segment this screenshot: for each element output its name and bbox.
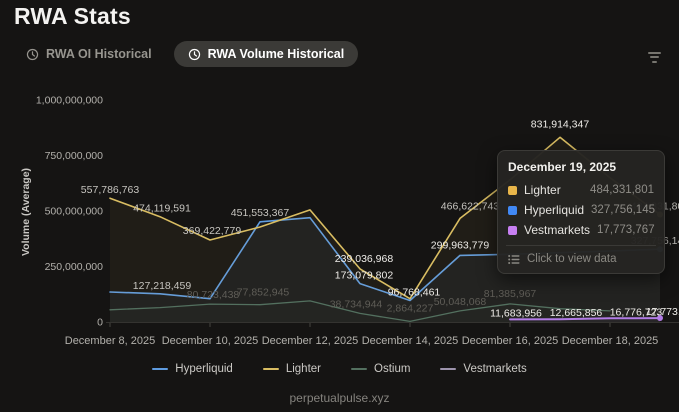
data-label-hyperliquid: 127,218,459: [133, 280, 192, 292]
series-color-swatch: [508, 225, 517, 235]
data-label-ostium: 81,385,967: [484, 288, 537, 300]
y-tick-label: 250,000,000: [45, 261, 104, 273]
data-label-lighter: 239,036,968: [335, 253, 394, 265]
legend-line-swatch: [351, 368, 367, 370]
series-line-vestmarkets: [509, 317, 661, 321]
legend-label: Vestmarkets: [463, 363, 527, 375]
tooltip-series-name: Vestmarkets: [524, 223, 591, 237]
series-area-hyperliquid: [110, 217, 660, 322]
hover-point-vestmarkets: [657, 315, 663, 322]
data-label-vestmarkets: 12,665,856: [550, 307, 603, 319]
data-label-lighter: 831,914,347: [531, 118, 590, 130]
tooltip-row-vestmarkets: Vestmarkets 17,773,767: [508, 223, 655, 237]
tooltip-row-hyperliquid: Hyperliquid 327,756,145: [508, 203, 655, 217]
footer-link[interactable]: perpetualpulse.xyz: [289, 391, 390, 405]
history-clock-icon: [188, 48, 200, 60]
tab-label: RWA OI Historical: [46, 47, 152, 61]
tab-label: RWA Volume Historical: [207, 47, 345, 61]
tooltip-rows: Lighter 484,331,801 Hyperliquid 327,756,145…: [508, 183, 655, 237]
tooltip-series-value: 484,331,801: [590, 184, 654, 196]
tooltip-action-label: Click to view data: [527, 253, 617, 265]
data-label-lighter: 369,422,779: [183, 225, 242, 237]
tab-rwa-volume-historical[interactable]: RWA Volume Historical: [173, 41, 359, 67]
chart-tooltip: December 19, 2025 Lighter 484,331,801 Hype…: [497, 150, 665, 274]
tooltip-divider: [506, 245, 656, 246]
tab-bar: RWA OI Historical RWA Volume Historical: [12, 41, 359, 67]
data-label-hyperliquid: 173,079,802: [335, 270, 394, 282]
legend-line-swatch: [440, 368, 457, 370]
x-tick-label: December 16, 2025: [462, 335, 559, 347]
legend-item-ostium[interactable]: Ostium: [351, 363, 410, 375]
data-label-lighter: 466,622,743: [441, 200, 500, 212]
tooltip-date: December 19, 2025: [508, 160, 617, 174]
legend-label: Hyperliquid: [175, 363, 233, 375]
series-color-swatch: [508, 205, 517, 215]
data-label-hyperliquid: 451,553,367: [231, 207, 290, 219]
x-tick-label: December 8, 2025: [65, 335, 156, 347]
series-line-ostium: [109, 300, 611, 323]
data-label-ostium: 2,864,227: [387, 302, 434, 314]
data-label-vestmarkets: 16,776,723: [610, 306, 663, 318]
tooltip-series-name: Lighter: [524, 183, 561, 197]
tooltip-series-value: 17,773,767: [597, 224, 655, 236]
page-title: RWA Stats: [14, 3, 131, 29]
tooltip-series-value: 327,756,145: [591, 204, 655, 216]
x-tick-label: December 14, 2025: [362, 335, 459, 347]
legend-label: Lighter: [285, 363, 321, 375]
legend-item-vestmarkets[interactable]: Vestmarkets: [440, 363, 527, 375]
x-tick-label: December 10, 2025: [162, 335, 259, 347]
data-label-ostium: 77,852,945: [237, 287, 290, 299]
series-line-lighter: [109, 136, 661, 300]
legend-label: Ostium: [374, 363, 411, 375]
data-label-hyperliquid: 96,768,461: [388, 287, 441, 299]
series-color-swatch: [508, 185, 517, 195]
data-label-hyperliquid: 299,963,779: [431, 239, 490, 251]
chart-legend: Hyperliquid Lighter Ostium Vestmarkets: [0, 363, 679, 375]
data-label-ostium: 50,048,068: [434, 296, 487, 308]
y-tick-label: 1,000,000,000: [36, 95, 103, 107]
tooltip-series-name: Hyperliquid: [524, 203, 585, 217]
list-icon: [508, 254, 520, 264]
legend-line-swatch: [262, 368, 279, 370]
legend-line-swatch: [152, 368, 169, 370]
y-tick-label: 750,000,000: [45, 150, 104, 162]
filter-icon[interactable]: [643, 48, 665, 66]
data-label-vestmarkets: 11,683,956: [490, 307, 542, 319]
data-label-lighter: 474,119,591: [133, 203, 191, 215]
history-clock-icon: [26, 48, 39, 60]
tab-rwa-oi-historical[interactable]: RWA OI Historical: [12, 41, 166, 67]
data-label-ostium: 80,723,438: [187, 289, 240, 301]
data-label-ostium: 38,734,944: [330, 298, 383, 310]
tooltip-row-lighter: Lighter 484,331,801: [508, 183, 654, 197]
y-tick-label: 500,000,000: [45, 206, 104, 218]
y-tick-label: 0: [97, 317, 103, 329]
data-label-vestmarkets: 17,773,767: [646, 306, 679, 318]
legend-item-hyperliquid[interactable]: Hyperliquid: [152, 363, 233, 375]
legend-item-lighter[interactable]: Lighter: [262, 363, 321, 375]
x-tick-label: December 18, 2025: [562, 335, 659, 347]
x-tick-label: December 12, 2025: [262, 335, 359, 347]
tooltip-view-data-action[interactable]: Click to view data: [508, 253, 654, 265]
data-label-lighter: 557,786,763: [81, 184, 140, 196]
